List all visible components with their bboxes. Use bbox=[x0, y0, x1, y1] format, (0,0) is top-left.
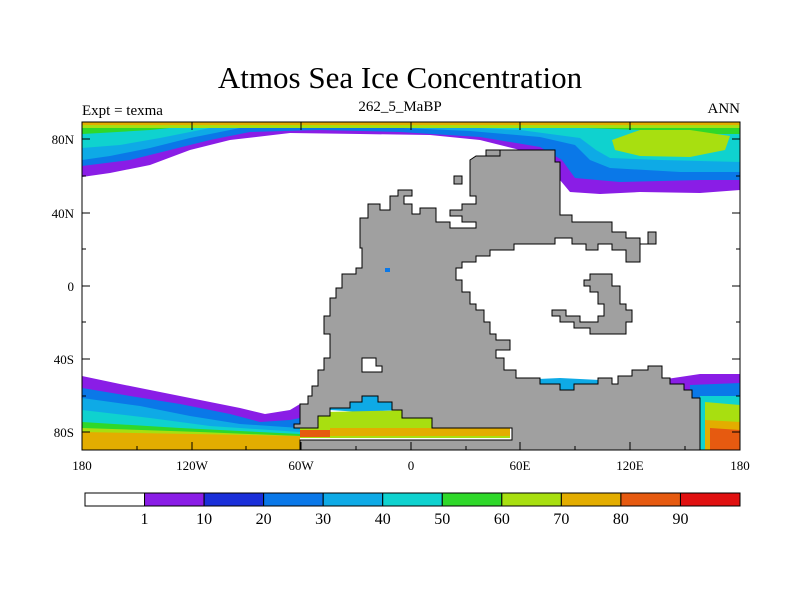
colorbar-label: 90 bbox=[672, 511, 688, 528]
colorbar-swatch bbox=[144, 492, 205, 507]
y-axis bbox=[82, 138, 740, 433]
y-tick-label: 80N bbox=[52, 132, 75, 147]
colorbar-label: 50 bbox=[434, 511, 450, 528]
colorbar-swatch bbox=[560, 492, 622, 507]
experiment-label: Expt = texma bbox=[82, 103, 163, 119]
y-tick-label: 0 bbox=[68, 279, 75, 294]
x-tick-label: 60E bbox=[510, 458, 531, 473]
colorbar-label: 10 bbox=[196, 511, 212, 528]
colorbar-label: 30 bbox=[315, 511, 331, 528]
colorbar-swatch bbox=[441, 492, 503, 507]
map-subtitle: 262_5_MaBP bbox=[358, 99, 442, 115]
colorbar-label: 40 bbox=[375, 511, 391, 528]
colorbar-swatch bbox=[263, 492, 324, 507]
x-tick-label: 0 bbox=[408, 458, 415, 473]
arctic-island bbox=[480, 149, 501, 157]
x-tick-label: 120W bbox=[176, 458, 209, 473]
colorbar-label: 20 bbox=[256, 511, 272, 528]
x-axis bbox=[81, 122, 686, 450]
colorbar-label: 60 bbox=[494, 511, 510, 528]
land-mass bbox=[293, 149, 701, 450]
x-tick-label: 120E bbox=[616, 458, 644, 473]
colorbar-swatch bbox=[84, 492, 146, 507]
y-tick-label: 40S bbox=[54, 352, 74, 367]
colorbar-swatch bbox=[322, 492, 384, 507]
antarctic-sea-ice bbox=[82, 374, 740, 450]
colorbar-swatch bbox=[620, 492, 681, 507]
y-tick-label: 40N bbox=[52, 206, 75, 221]
colorbar-swatch bbox=[203, 492, 265, 507]
map-title: Atmos Sea Ice Concentration bbox=[217, 60, 583, 95]
map-plot-area bbox=[82, 122, 740, 450]
x-tick-label: 60W bbox=[288, 458, 314, 473]
tethys-island bbox=[551, 273, 633, 335]
x-tick-label: 180 bbox=[730, 458, 750, 473]
colorbar-swatch bbox=[382, 492, 443, 507]
lake-inner bbox=[361, 357, 383, 373]
pangaea bbox=[293, 149, 701, 450]
colorbar-label: 70 bbox=[553, 511, 569, 528]
colorbar-label: 80 bbox=[613, 511, 629, 528]
colorbar: 1 10 20 30 40 50 60 70 80 90 bbox=[84, 492, 741, 528]
north-island bbox=[453, 175, 463, 185]
colorbar-swatch bbox=[679, 492, 741, 507]
equator-ice-spot bbox=[385, 268, 390, 272]
colorbar-swatch bbox=[501, 492, 562, 507]
y-tick-label: 80S bbox=[54, 425, 74, 440]
colorbar-label: 1 bbox=[141, 511, 149, 528]
season-label: ANN bbox=[707, 101, 741, 117]
arctic-sea-ice bbox=[82, 122, 740, 194]
x-tick-label: 180 bbox=[72, 458, 92, 473]
